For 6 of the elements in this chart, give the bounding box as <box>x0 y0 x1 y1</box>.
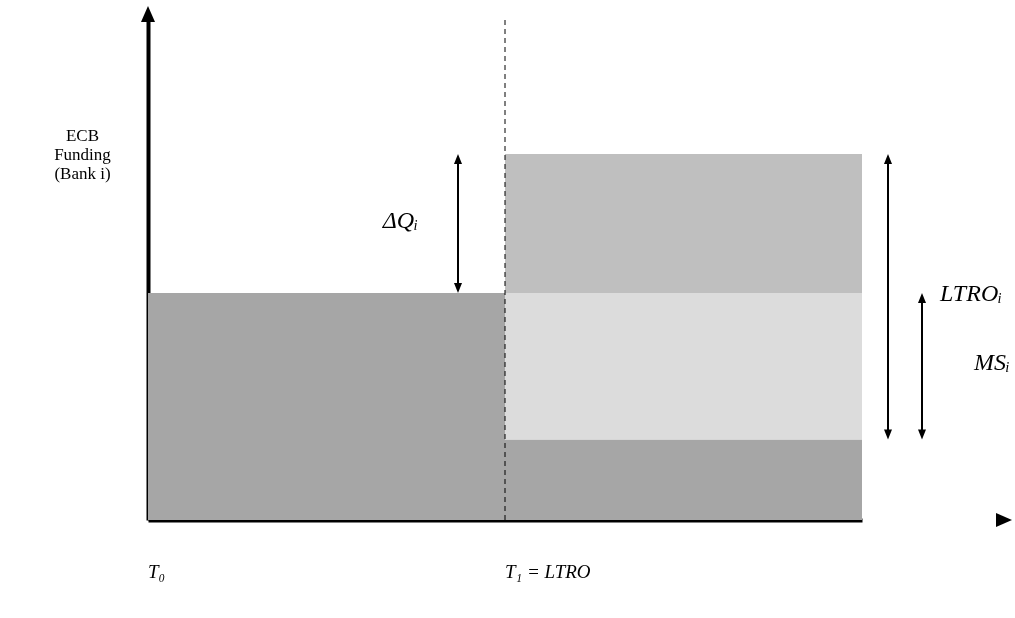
x-tick-label: T₁ = LTRO <box>505 560 591 582</box>
x-tick-label: T₀ <box>148 560 166 582</box>
text: MSᵢ <box>973 349 1010 376</box>
y-axis-title: ECB Funding (Bank i) <box>54 125 112 183</box>
annotation: ΔQᵢ <box>381 206 418 233</box>
text: LTROᵢ <box>939 279 1003 306</box>
